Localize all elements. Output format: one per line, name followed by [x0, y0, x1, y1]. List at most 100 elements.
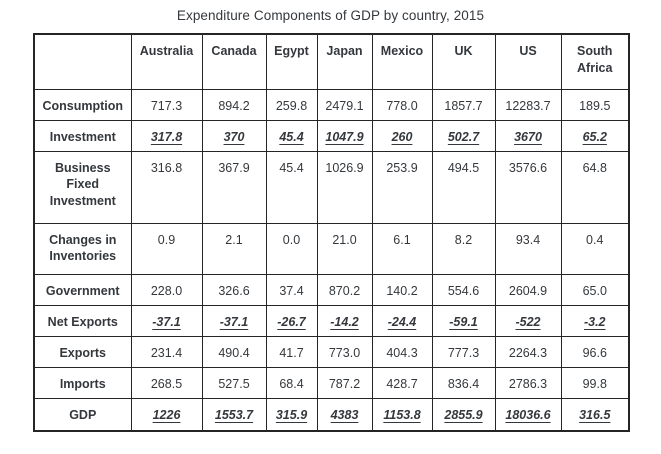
data-cell: 0.4	[560, 222, 630, 275]
data-cell: 554.6	[431, 273, 496, 306]
data-cell: 8.2	[431, 222, 496, 275]
data-cell: 1026.9	[316, 150, 373, 224]
data-cell: 6.1	[371, 222, 433, 275]
answer-cell: 502.7	[431, 119, 496, 152]
data-cell: 367.9	[201, 150, 267, 224]
answer-cell: -24.4	[371, 304, 433, 337]
table-header: Australia Canada Egypt Japan Mexico UK US South…	[33, 33, 630, 90]
row-label: Changes in Inventories	[33, 222, 132, 275]
data-cell: 1857.7	[431, 88, 496, 121]
answer-cell: 1153.8	[371, 397, 433, 432]
answer-cell: 370	[201, 119, 267, 152]
data-cell: 777.3	[431, 335, 496, 368]
answer-cell: -59.1	[431, 304, 496, 337]
data-cell: 45.4	[265, 150, 318, 224]
data-cell: 259.8	[265, 88, 318, 121]
row-label: Exports	[33, 335, 132, 368]
data-cell: 326.6	[201, 273, 267, 306]
table-row: Changes in Inventories 0.9 2.1 0.0 21.0 6.1 8.…	[33, 222, 630, 275]
column-header-canada: Canada	[201, 33, 267, 90]
answer-cell: 260	[371, 119, 433, 152]
answer-cell: 317.8	[130, 119, 203, 152]
answer-cell: 2855.9	[431, 397, 496, 432]
data-cell: 99.8	[560, 366, 630, 399]
table-title: Expenditure Components of GDP by country…	[176, 8, 485, 23]
table-row: Government 228.0 326.6 37.4 870.2 140.2 554.6 2…	[33, 273, 630, 306]
data-cell: 41.7	[265, 335, 318, 368]
table-row: Net Exports -37.1 -37.1 -26.7 -14.2 -24.4 -59.…	[33, 304, 630, 337]
column-header-japan: Japan	[316, 33, 373, 90]
data-cell: 189.5	[560, 88, 630, 121]
data-cell: 787.2	[316, 366, 373, 399]
data-cell: 268.5	[130, 366, 203, 399]
answer-cell: -37.1	[130, 304, 203, 337]
data-cell: 870.2	[316, 273, 373, 306]
table-row: Exports 231.4 490.4 41.7 773.0 404.3 777.3 2264…	[33, 335, 630, 368]
table-row: Consumption 717.3 894.2 259.8 2479.1 778.0 185…	[33, 88, 630, 121]
data-cell: 93.4	[494, 222, 562, 275]
data-cell: 231.4	[130, 335, 203, 368]
data-cell: 2604.9	[494, 273, 562, 306]
row-label: Investment	[33, 119, 132, 152]
column-header-uk: UK	[431, 33, 496, 90]
data-cell: 21.0	[316, 222, 373, 275]
data-cell: 64.8	[560, 150, 630, 224]
header-row: Australia Canada Egypt Japan Mexico UK US South…	[33, 33, 630, 90]
table-body: Consumption 717.3 894.2 259.8 2479.1 778.0 185…	[33, 88, 630, 432]
data-cell: 0.9	[130, 222, 203, 275]
answer-cell: 3670	[494, 119, 562, 152]
data-cell: 3576.6	[494, 150, 562, 224]
data-cell: 0.0	[265, 222, 318, 275]
answer-cell: 1047.9	[316, 119, 373, 152]
answer-cell: -14.2	[316, 304, 373, 337]
data-cell: 2264.3	[494, 335, 562, 368]
data-cell: 228.0	[130, 273, 203, 306]
answer-cell: -3.2	[560, 304, 630, 337]
column-header-south-africa: South Africa	[560, 33, 630, 90]
data-cell: 37.4	[265, 273, 318, 306]
data-cell: 12283.7	[494, 88, 562, 121]
data-cell: 253.9	[371, 150, 433, 224]
table-row: Investment 317.8 370 45.4 1047.9 260 502.7 3670…	[33, 119, 630, 152]
data-cell: 404.3	[371, 335, 433, 368]
answer-cell: 4383	[316, 397, 373, 432]
data-cell: 527.5	[201, 366, 267, 399]
table-row: Business Fixed Investment 316.8 367.9 45.4 1…	[33, 150, 630, 224]
table-row: GDP 1226 1553.7 315.9 4383 1153.8 2855.9 18036.…	[33, 397, 630, 432]
data-cell: 836.4	[431, 366, 496, 399]
data-cell: 2786.3	[494, 366, 562, 399]
column-header-mexico: Mexico	[371, 33, 433, 90]
row-label: Imports	[33, 366, 132, 399]
answer-cell: 315.9	[265, 397, 318, 432]
column-header-us: US	[494, 33, 562, 90]
column-header-australia: Australia	[130, 33, 203, 90]
answer-cell: 1226	[130, 397, 203, 432]
answer-cell: 1553.7	[201, 397, 267, 432]
data-cell: 428.7	[371, 366, 433, 399]
row-label: Government	[33, 273, 132, 306]
data-cell: 96.6	[560, 335, 630, 368]
answer-cell: -37.1	[201, 304, 267, 337]
answer-cell: -26.7	[265, 304, 318, 337]
answer-cell: 316.5	[560, 397, 630, 432]
data-cell: 778.0	[371, 88, 433, 121]
row-label: Net Exports	[33, 304, 132, 337]
data-cell: 68.4	[265, 366, 318, 399]
row-label: Business Fixed Investment	[33, 150, 132, 224]
data-cell: 2479.1	[316, 88, 373, 121]
column-header-egypt: Egypt	[265, 33, 318, 90]
data-cell: 717.3	[130, 88, 203, 121]
data-cell: 490.4	[201, 335, 267, 368]
table-row: Imports 268.5 527.5 68.4 787.2 428.7 836.4 2786…	[33, 366, 630, 399]
data-cell: 894.2	[201, 88, 267, 121]
gdp-table: Australia Canada Egypt Japan Mexico UK US South…	[33, 33, 630, 432]
answer-cell: 65.2	[560, 119, 630, 152]
data-cell: 316.8	[130, 150, 203, 224]
answer-cell: -522	[494, 304, 562, 337]
data-cell: 2.1	[201, 222, 267, 275]
corner-cell	[33, 33, 132, 90]
data-cell: 65.0	[560, 273, 630, 306]
row-label: Consumption	[33, 88, 132, 121]
answer-cell: 45.4	[265, 119, 318, 152]
